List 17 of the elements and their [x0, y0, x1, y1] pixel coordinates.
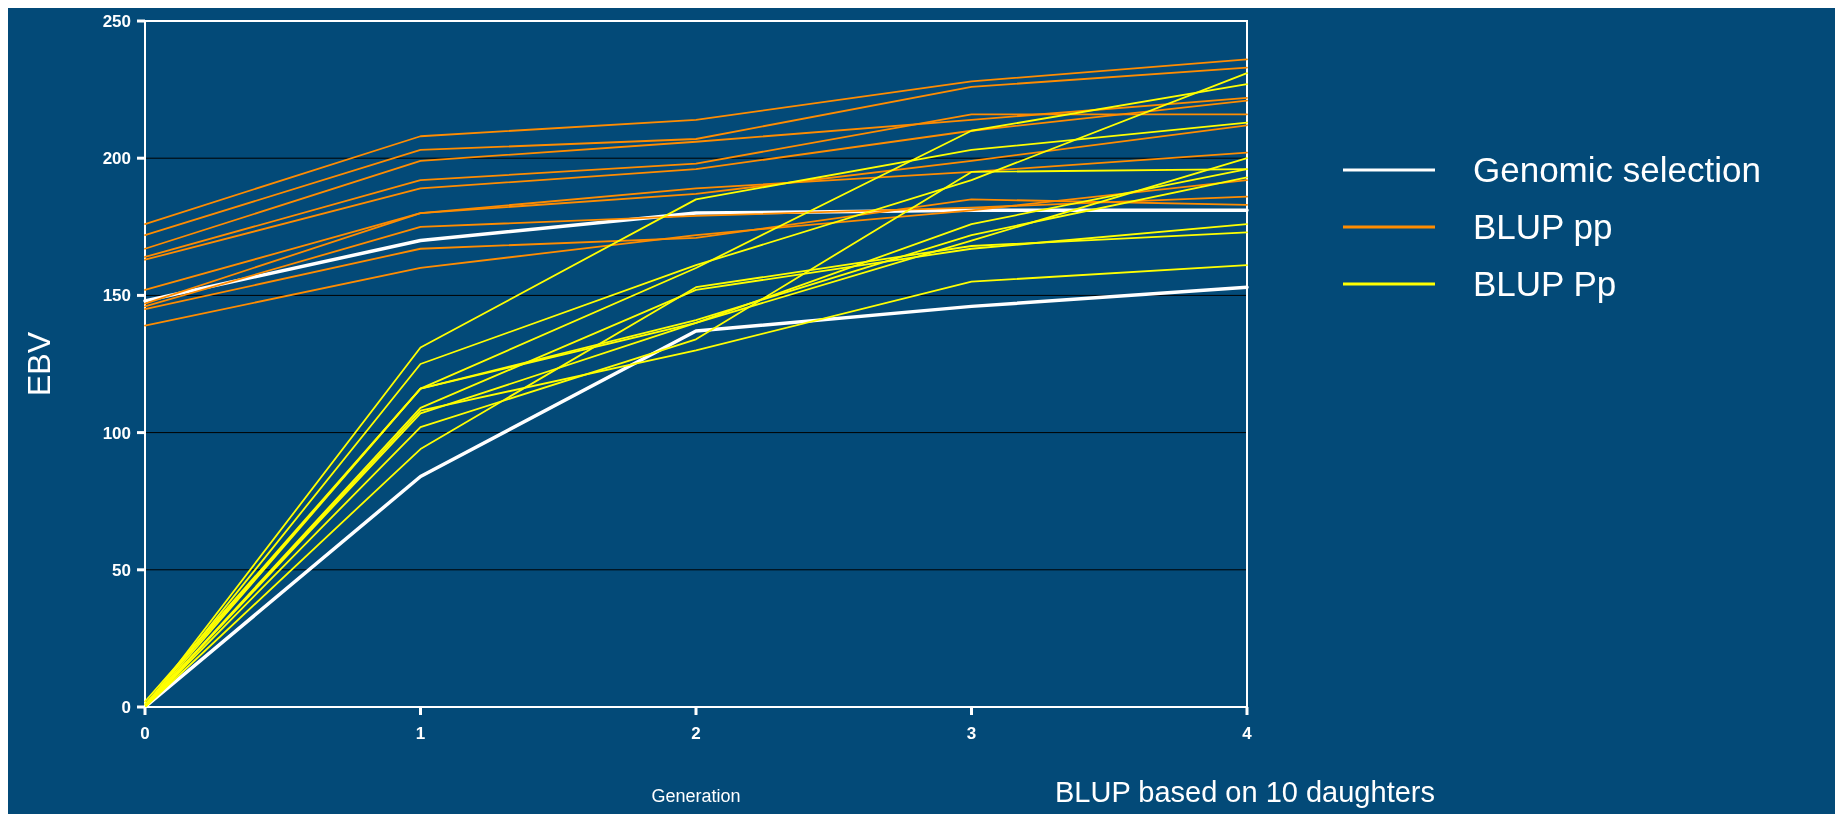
x-axis-title: Generation [651, 786, 741, 806]
y-tick-label: 150 [102, 286, 131, 306]
text: BLUP based on 10 daughters [1055, 776, 1435, 808]
y-tick-label: 100 [102, 423, 131, 443]
legend-label: BLUP Pp [1473, 264, 1617, 304]
legend-label: Genomic selection [1473, 150, 1761, 190]
y-tick-label: 50 [112, 560, 131, 580]
y-tick-label: 250 [102, 11, 131, 31]
x-tick-label: 4 [1242, 724, 1253, 743]
x-tick-label: 1 [415, 724, 426, 743]
x-tick-label: 3 [966, 724, 977, 743]
y-tick-label: 200 [102, 149, 131, 169]
x-tick-label: 0 [140, 724, 150, 743]
x-tick-label: 2 [691, 724, 701, 743]
y-axis-title: EBV [21, 331, 57, 397]
legend-label: BLUP pp [1473, 207, 1613, 247]
y-tick-label: 0 [121, 697, 131, 717]
